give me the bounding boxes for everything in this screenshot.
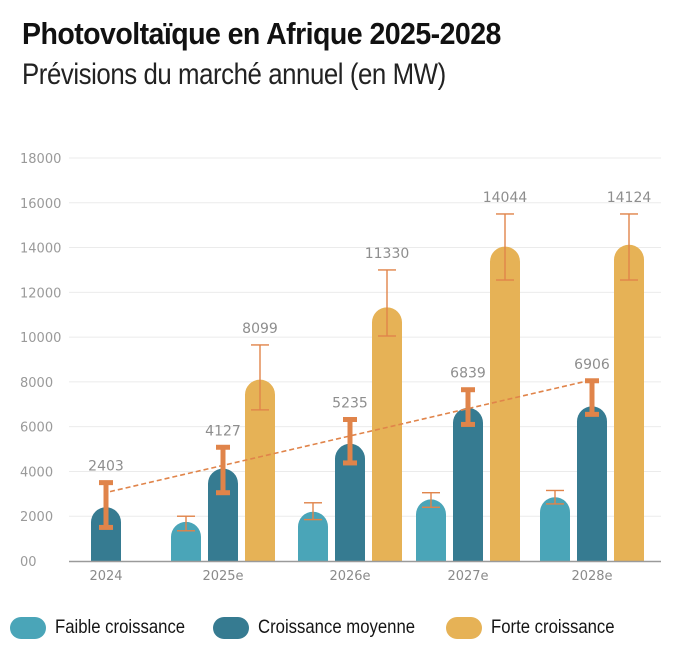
error-bar — [177, 515, 195, 532]
error-bar-cap-top — [461, 387, 475, 393]
data-label: 6839 — [450, 366, 486, 382]
bars — [91, 244, 644, 562]
error-bar-cap-top — [177, 515, 195, 517]
error-bar-cap-bottom — [496, 279, 514, 281]
error-bar-cap-top — [422, 492, 440, 494]
error-bar-cap-top — [304, 502, 322, 504]
error-bar — [496, 213, 514, 281]
bar-forte-croissance-2028e — [614, 244, 644, 561]
data-label: 5235 — [332, 396, 368, 412]
legend-item-moyenne[interactable]: Croissance moyenne — [212, 617, 436, 639]
error-bar-cap-bottom — [343, 460, 357, 466]
error-bar-cap-bottom — [422, 506, 440, 508]
bar-croissance-moyenne-2025e — [208, 468, 238, 561]
error-bar-cap-top — [378, 269, 396, 271]
error-bar-cap-bottom — [585, 411, 599, 417]
error-bar-cap-top — [620, 213, 638, 215]
bar-croissance-moyenne-2027e — [453, 407, 483, 561]
error-bars — [99, 213, 638, 532]
error-bar-cap-top — [251, 344, 269, 346]
data-label: 14124 — [607, 190, 652, 206]
y-axis-ticks: 00 2000 4000 6000 8000 10000 12000 14000 16000 18… — [20, 152, 61, 570]
y-tick-label: 00 — [20, 555, 37, 570]
error-bar-cap-top — [99, 480, 113, 486]
data-label: 4127 — [205, 423, 241, 439]
legend: Faible croissance Croissance moyenne For… — [10, 617, 642, 639]
y-tick-label: 14000 — [20, 242, 61, 257]
legend-label-faible: Faible croissance — [55, 617, 186, 638]
legend-label-forte: Forte croissance — [491, 617, 615, 638]
trend-line-group — [109, 379, 589, 493]
error-bar — [585, 378, 599, 417]
bar-croissance-moyenne-2024 — [91, 507, 122, 561]
error-bar — [99, 480, 113, 530]
bar-forte-croissance-2026e — [372, 307, 402, 561]
data-label: 6906 — [574, 357, 610, 373]
error-bar-cap-bottom — [546, 503, 564, 505]
error-bar — [378, 269, 396, 337]
error-bar-cap-top — [496, 213, 514, 215]
error-bar — [620, 213, 638, 281]
bar-forte-croissance-2025e — [245, 379, 275, 561]
trend-line — [109, 379, 589, 493]
error-bar-cap-top — [216, 444, 230, 450]
bar-croissance-moyenne-2026e — [335, 443, 365, 561]
error-bar-cap-bottom — [461, 421, 475, 427]
y-tick-label: 6000 — [20, 421, 53, 436]
error-bar-cap-top — [585, 378, 599, 384]
bar-forte-croissance-2027e — [490, 246, 520, 562]
x-tick-label: 2025e — [202, 569, 243, 584]
x-tick-label: 2026e — [329, 569, 370, 584]
bar-faible-croissance-2027e — [416, 499, 446, 561]
data-label: 8099 — [242, 321, 278, 337]
gridlines — [69, 157, 661, 517]
error-bar-cap-bottom — [304, 518, 322, 521]
data-labels: 2403 4127 5235 6839 6906 8099 11330 14044 14124 — [88, 190, 651, 475]
legend-label-moyenne: Croissance moyenne — [257, 617, 415, 638]
error-bar — [216, 444, 230, 496]
legend-swatch-moyenne — [212, 617, 249, 639]
error-bar-cap-bottom — [177, 530, 195, 532]
error-bar-cap-top — [546, 489, 564, 492]
bar-faible-croissance-2026e — [298, 511, 328, 561]
y-tick-label: 16000 — [20, 197, 61, 212]
legend-swatch-faible — [10, 617, 46, 639]
chart-title: Photovoltaïque en Afrique 2025-2028 — [22, 16, 501, 51]
bar-faible-croissance-2025e — [171, 521, 201, 561]
error-bar-cap-bottom — [251, 409, 269, 411]
legend-item-forte[interactable]: Forte croissance — [446, 617, 631, 639]
error-bar — [304, 502, 322, 521]
y-tick-label: 4000 — [20, 465, 53, 480]
data-label: 14044 — [483, 190, 528, 206]
data-label: 11330 — [365, 246, 410, 262]
chart-subtitle: Prévisions du marché annuel (en MW) — [22, 58, 446, 91]
legend-item-faible[interactable]: Faible croissance — [10, 617, 203, 639]
error-bar — [343, 417, 357, 466]
data-label: 2403 — [88, 459, 124, 475]
x-tick-label: 2027e — [447, 569, 488, 584]
y-tick-label: 18000 — [20, 152, 61, 167]
y-tick-label: 12000 — [20, 286, 61, 301]
bar-faible-croissance-2028e — [540, 497, 570, 561]
error-bar-cap-top — [343, 417, 357, 423]
error-bar — [422, 492, 440, 508]
error-bar — [461, 387, 475, 427]
error-bar — [546, 489, 564, 505]
x-tick-label: 2028e — [571, 569, 612, 584]
error-bar-cap-bottom — [216, 490, 230, 496]
error-bar-cap-bottom — [620, 279, 638, 281]
error-bar — [251, 344, 269, 411]
bar-croissance-moyenne-2028e — [577, 406, 607, 561]
legend-swatch-forte — [446, 617, 483, 639]
x-axis-ticks: 2024 2025e 2026e 2027e 2028e — [89, 569, 612, 584]
error-bar-cap-bottom — [378, 335, 396, 337]
y-tick-label: 2000 — [20, 510, 53, 525]
error-bar-cap-bottom — [99, 524, 113, 530]
y-tick-label: 8000 — [20, 376, 53, 391]
y-tick-label: 10000 — [20, 331, 61, 346]
x-tick-label: 2024 — [89, 569, 122, 584]
